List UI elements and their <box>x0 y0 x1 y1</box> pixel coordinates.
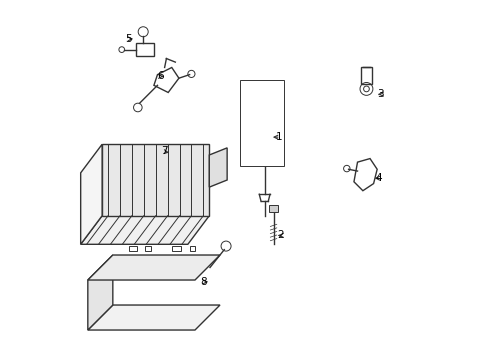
Text: 8: 8 <box>200 277 207 287</box>
Polygon shape <box>209 148 227 187</box>
Text: 6: 6 <box>158 71 164 81</box>
Bar <box>252 93 281 116</box>
Polygon shape <box>154 67 179 93</box>
Polygon shape <box>354 158 377 191</box>
Bar <box>361 67 372 84</box>
Polygon shape <box>88 255 113 330</box>
Text: 3: 3 <box>377 89 384 99</box>
Text: 5: 5 <box>125 34 132 44</box>
Bar <box>258 116 275 158</box>
Bar <box>136 43 154 56</box>
Bar <box>172 246 181 251</box>
Bar <box>190 246 196 251</box>
Bar <box>145 246 151 251</box>
Polygon shape <box>81 144 102 244</box>
Polygon shape <box>102 144 209 216</box>
Text: 4: 4 <box>376 173 382 183</box>
Polygon shape <box>88 305 220 330</box>
Text: 2: 2 <box>277 230 284 240</box>
Polygon shape <box>81 216 209 244</box>
Bar <box>129 246 138 251</box>
Bar <box>270 205 278 212</box>
Polygon shape <box>88 255 220 280</box>
Bar <box>240 80 284 166</box>
Text: 7: 7 <box>161 147 168 157</box>
Text: 1: 1 <box>275 132 282 142</box>
